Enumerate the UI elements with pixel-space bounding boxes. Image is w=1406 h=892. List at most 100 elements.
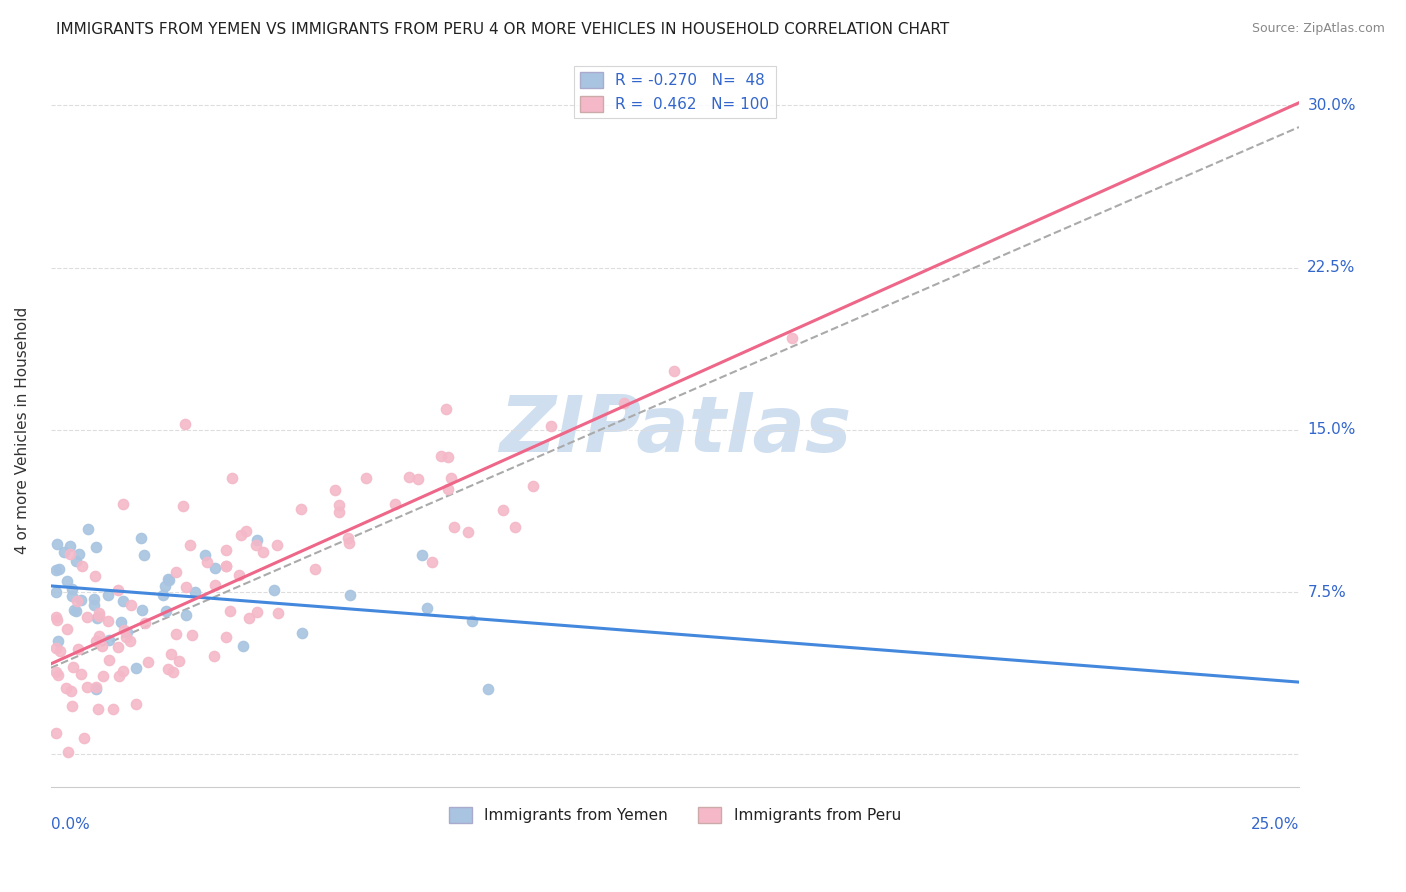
Point xyxy=(84,540,107,554)
Point xyxy=(165,627,187,641)
Point xyxy=(460,614,482,628)
Point xyxy=(440,471,463,485)
Point xyxy=(77,522,100,536)
Point xyxy=(503,520,526,534)
Point xyxy=(157,662,180,676)
Point xyxy=(46,613,69,627)
Point xyxy=(89,609,111,624)
Point xyxy=(238,611,260,625)
Point xyxy=(228,567,250,582)
Point xyxy=(70,666,93,681)
Point xyxy=(172,500,194,514)
Point xyxy=(125,698,148,712)
Point xyxy=(167,654,190,668)
Point xyxy=(132,548,155,562)
Text: 0.0%: 0.0% xyxy=(51,817,90,832)
Point xyxy=(235,524,257,538)
Point xyxy=(45,537,67,551)
Text: 22.5%: 22.5% xyxy=(1308,260,1355,275)
Point xyxy=(65,604,87,618)
Point xyxy=(157,573,180,587)
Point xyxy=(46,668,69,682)
Point xyxy=(56,622,79,636)
Point xyxy=(97,614,120,628)
Point xyxy=(45,640,67,655)
Point xyxy=(60,683,83,698)
Point xyxy=(62,659,84,673)
Point xyxy=(45,563,67,577)
Point xyxy=(304,562,326,576)
Point xyxy=(328,505,350,519)
Point xyxy=(134,616,156,631)
Point xyxy=(76,680,98,694)
Point xyxy=(174,417,197,432)
Point xyxy=(87,629,110,643)
Point xyxy=(384,497,406,511)
Point xyxy=(183,585,205,599)
Point xyxy=(118,634,141,648)
Point xyxy=(522,478,544,492)
Point xyxy=(110,615,132,629)
Point xyxy=(63,603,86,617)
Point xyxy=(86,611,108,625)
Point xyxy=(65,554,87,568)
Point xyxy=(664,363,686,377)
Point xyxy=(129,531,152,545)
Point xyxy=(55,681,77,695)
Point xyxy=(231,528,253,542)
Point xyxy=(73,731,96,746)
Point xyxy=(56,746,79,760)
Point xyxy=(174,580,197,594)
Point xyxy=(60,582,83,596)
Point xyxy=(67,642,90,657)
Point xyxy=(45,665,67,680)
Point xyxy=(112,623,135,637)
Point xyxy=(215,630,238,644)
Point xyxy=(49,644,72,658)
Point xyxy=(204,561,226,575)
Point xyxy=(179,538,201,552)
Point xyxy=(540,418,562,433)
Point xyxy=(107,640,129,654)
Text: 7.5%: 7.5% xyxy=(1308,584,1346,599)
Point xyxy=(336,531,359,545)
Point xyxy=(84,680,107,694)
Point xyxy=(263,582,285,597)
Point xyxy=(252,545,274,559)
Point xyxy=(83,599,105,613)
Point xyxy=(328,498,350,512)
Point xyxy=(613,395,636,409)
Point xyxy=(115,631,138,645)
Point xyxy=(266,538,288,552)
Point xyxy=(411,548,433,562)
Point xyxy=(160,647,183,661)
Point xyxy=(232,639,254,653)
Point xyxy=(83,591,105,606)
Point xyxy=(120,599,142,613)
Point xyxy=(181,628,204,642)
Point xyxy=(58,540,80,554)
Point xyxy=(103,702,125,716)
Point xyxy=(290,502,312,516)
Point xyxy=(97,588,120,602)
Point xyxy=(155,604,177,618)
Point xyxy=(112,664,135,678)
Text: 30.0%: 30.0% xyxy=(1308,98,1355,113)
Text: 15.0%: 15.0% xyxy=(1308,423,1355,437)
Point xyxy=(98,632,121,647)
Point xyxy=(115,625,138,640)
Point xyxy=(45,610,67,624)
Point xyxy=(98,653,121,667)
Point xyxy=(46,634,69,648)
Point xyxy=(215,558,238,573)
Point xyxy=(56,574,79,588)
Point xyxy=(48,562,70,576)
Point xyxy=(108,668,131,682)
Point xyxy=(91,669,114,683)
Point xyxy=(193,548,215,562)
Point xyxy=(221,471,243,485)
Point xyxy=(204,578,226,592)
Point xyxy=(90,639,112,653)
Point xyxy=(337,536,360,550)
Point xyxy=(215,559,238,574)
